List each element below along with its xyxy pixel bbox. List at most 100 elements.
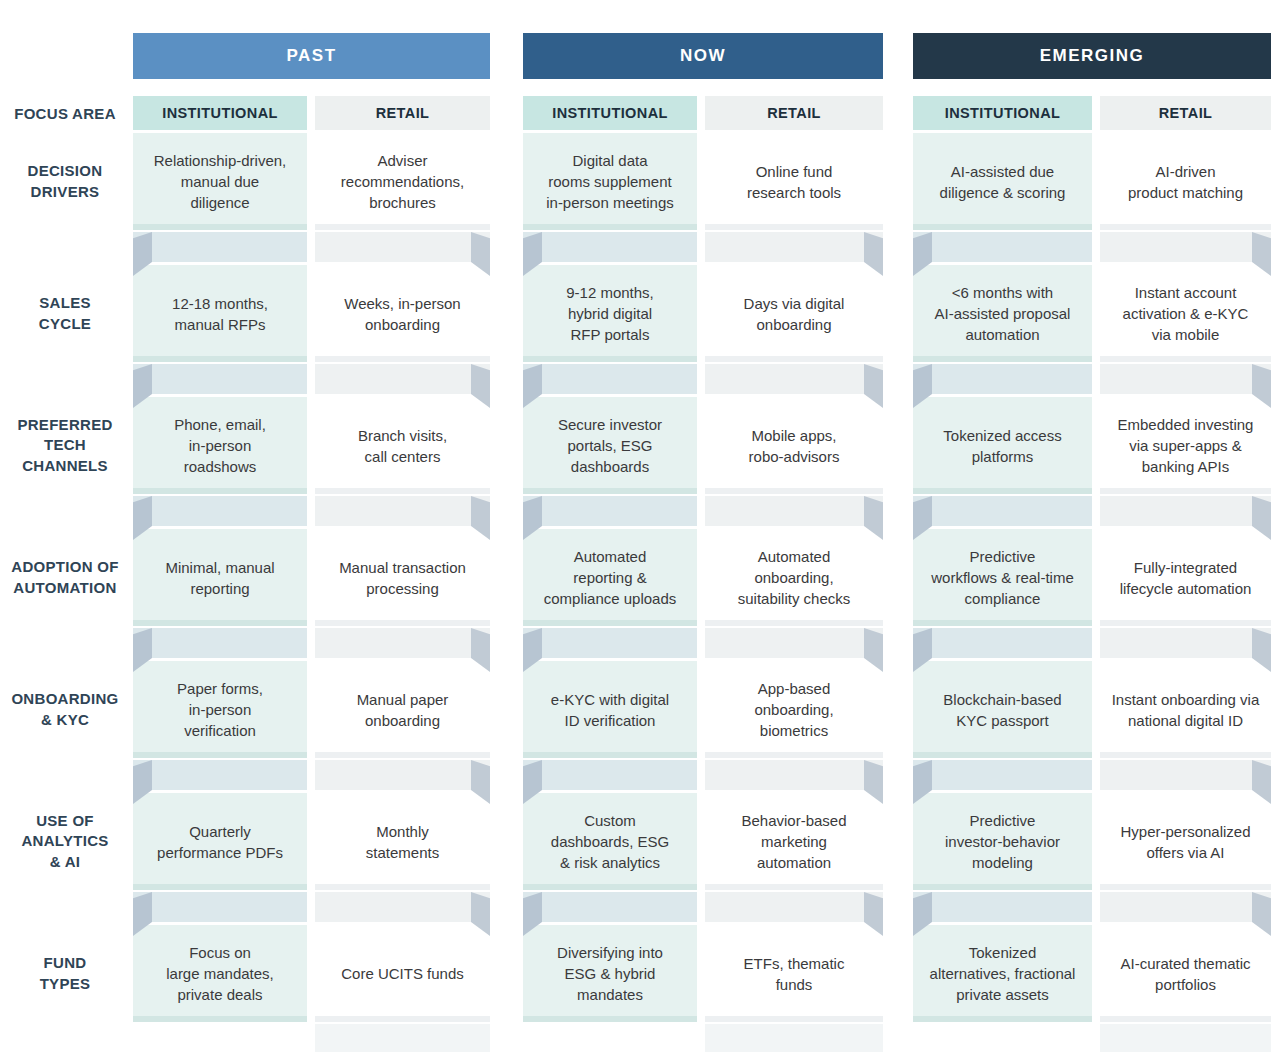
flow-band-institutional bbox=[913, 364, 1092, 394]
cell-past-retail: Core UCITS funds bbox=[315, 925, 490, 1022]
flow-band-institutional bbox=[523, 628, 697, 658]
flow-band-retail bbox=[1100, 760, 1271, 790]
cell-past-institutional: Focus on large mandates, private deals bbox=[133, 925, 307, 1022]
band-spacer bbox=[0, 496, 130, 526]
flow-connector-row bbox=[0, 760, 1280, 790]
flow-band-retail bbox=[705, 760, 883, 790]
row-decision-drivers: DECISION DRIVERS Relationship-driven, ma… bbox=[0, 133, 1280, 230]
cell-past-institutional: Paper forms, in-person verification bbox=[133, 661, 307, 758]
row-label-onboarding-kyc: ONBOARDING & KYC bbox=[0, 661, 130, 758]
flow-band-retail bbox=[315, 760, 490, 790]
cell-now-retail: ETFs, thematic funds bbox=[705, 925, 883, 1022]
cell-now-institutional: Diversifying into ESG & hybrid mandates bbox=[523, 925, 697, 1022]
subheader-now-retail: RETAIL bbox=[705, 96, 883, 130]
flow-band-institutional bbox=[523, 760, 697, 790]
cell-past-institutional: Phone, email, in-person roadshows bbox=[133, 397, 307, 494]
cell-emerging-institutional: Tokenized alternatives, fractional priva… bbox=[913, 925, 1092, 1022]
flow-band-retail bbox=[705, 628, 883, 658]
cell-emerging-retail: Fully-integrated lifecycle automation bbox=[1100, 529, 1271, 626]
bottom-spacer bbox=[133, 1024, 307, 1052]
band-spacer bbox=[0, 760, 130, 790]
flow-band-retail bbox=[1100, 628, 1271, 658]
flow-connector-row bbox=[0, 364, 1280, 394]
flow-band-institutional bbox=[133, 760, 307, 790]
flow-band-retail bbox=[1100, 364, 1271, 394]
row-preferred-tech-channels: PREFERRED TECH CHANNELS Phone, email, in… bbox=[0, 397, 1280, 494]
flow-band-institutional bbox=[913, 496, 1092, 526]
cell-now-institutional: Automated reporting & compliance uploads bbox=[523, 529, 697, 626]
flow-band-retail bbox=[1100, 496, 1271, 526]
row-label-fund-types: FUND TYPES bbox=[0, 925, 130, 1022]
cell-past-retail: Manual transaction processing bbox=[315, 529, 490, 626]
header-spacer bbox=[0, 33, 130, 79]
cell-emerging-retail: Instant onboarding via national digital … bbox=[1100, 661, 1271, 758]
band-spacer bbox=[0, 364, 130, 394]
cell-now-institutional: e-KYC with digital ID verification bbox=[523, 661, 697, 758]
cell-now-retail: Online fund research tools bbox=[705, 133, 883, 230]
row-fund-types: FUND TYPES Focus on large mandates, priv… bbox=[0, 925, 1280, 1022]
era-header-now: NOW bbox=[523, 33, 883, 79]
cell-now-retail: Mobile apps, robo-advisors bbox=[705, 397, 883, 494]
flow-band-retail bbox=[705, 364, 883, 394]
flow-band-retail bbox=[315, 496, 490, 526]
flow-band-institutional bbox=[523, 892, 697, 922]
subheader-emerging-institutional: INSTITUTIONAL bbox=[913, 96, 1092, 130]
flow-band-institutional bbox=[523, 232, 697, 262]
bottom-spacer bbox=[913, 1024, 1092, 1052]
flow-band-retail bbox=[705, 496, 883, 526]
cell-emerging-retail: AI-curated thematic portfolios bbox=[1100, 925, 1271, 1022]
bottom-strip-row bbox=[0, 1024, 1280, 1052]
subheader-now-institutional: INSTITUTIONAL bbox=[523, 96, 697, 130]
flow-connector-row bbox=[0, 232, 1280, 262]
cell-past-institutional: Minimal, manual reporting bbox=[133, 529, 307, 626]
flow-band-retail bbox=[315, 364, 490, 394]
row-label-decision-drivers: DECISION DRIVERS bbox=[0, 133, 130, 230]
flow-band-institutional bbox=[913, 628, 1092, 658]
cell-now-institutional: Custom dashboards, ESG & risk analytics bbox=[523, 793, 697, 890]
flow-band-institutional bbox=[133, 232, 307, 262]
bottom-strip-retail bbox=[705, 1024, 883, 1052]
segment-header-row: FOCUS AREA INSTITUTIONAL RETAIL INSTITUT… bbox=[0, 96, 1280, 130]
flow-band-retail bbox=[705, 232, 883, 262]
flow-band-retail bbox=[705, 892, 883, 922]
flow-connector-row bbox=[0, 628, 1280, 658]
cell-past-institutional: Relationship-driven, manual due diligenc… bbox=[133, 133, 307, 230]
flow-band-retail bbox=[1100, 232, 1271, 262]
flow-connector-row bbox=[0, 496, 1280, 526]
era-header-emerging: EMERGING bbox=[913, 33, 1271, 79]
cell-past-institutional: Quarterly performance PDFs bbox=[133, 793, 307, 890]
row-label-sales-cycle: SALES CYCLE bbox=[0, 265, 130, 362]
comparison-matrix: PAST NOW EMERGING FOCUS AREA INSTITUTION… bbox=[0, 0, 1280, 1062]
flow-band-institutional bbox=[523, 364, 697, 394]
cell-past-retail: Manual paper onboarding bbox=[315, 661, 490, 758]
cell-now-retail: Days via digital onboarding bbox=[705, 265, 883, 362]
cell-now-retail: Automated onboarding, suitability checks bbox=[705, 529, 883, 626]
bottom-spacer bbox=[523, 1024, 697, 1052]
cell-past-retail: Adviser recommendations, brochures bbox=[315, 133, 490, 230]
subheader-past-retail: RETAIL bbox=[315, 96, 490, 130]
flow-band-retail bbox=[315, 892, 490, 922]
row-onboarding-kyc: ONBOARDING & KYC Paper forms, in-person … bbox=[0, 661, 1280, 758]
flow-band-institutional bbox=[913, 760, 1092, 790]
band-spacer bbox=[0, 892, 130, 922]
cell-now-retail: App-based onboarding, biometrics bbox=[705, 661, 883, 758]
flow-band-retail bbox=[1100, 892, 1271, 922]
era-header-row: PAST NOW EMERGING bbox=[0, 33, 1280, 79]
subheader-past-institutional: INSTITUTIONAL bbox=[133, 96, 307, 130]
cell-now-institutional: Secure investor portals, ESG dashboards bbox=[523, 397, 697, 494]
bottom-strip-retail bbox=[1100, 1024, 1271, 1052]
cell-emerging-institutional: AI-assisted due diligence & scoring bbox=[913, 133, 1092, 230]
flow-band-institutional bbox=[133, 364, 307, 394]
flow-band-institutional bbox=[133, 496, 307, 526]
flow-band-retail bbox=[315, 232, 490, 262]
flow-band-institutional bbox=[133, 892, 307, 922]
row-sales-cycle: SALES CYCLE 12-18 months, manual RFPs We… bbox=[0, 265, 1280, 362]
cell-past-retail: Monthly statements bbox=[315, 793, 490, 890]
cell-emerging-institutional: Tokenized access platforms bbox=[913, 397, 1092, 494]
cell-now-retail: Behavior-based marketing automation bbox=[705, 793, 883, 890]
row-label-preferred-tech-channels: PREFERRED TECH CHANNELS bbox=[0, 397, 130, 494]
cell-past-retail: Weeks, in-person onboarding bbox=[315, 265, 490, 362]
row-use-of-analytics-ai: USE OF ANALYTICS & AI Quarterly performa… bbox=[0, 793, 1280, 890]
cell-now-institutional: 9-12 months, hybrid digital RFP portals bbox=[523, 265, 697, 362]
era-header-past: PAST bbox=[133, 33, 490, 79]
